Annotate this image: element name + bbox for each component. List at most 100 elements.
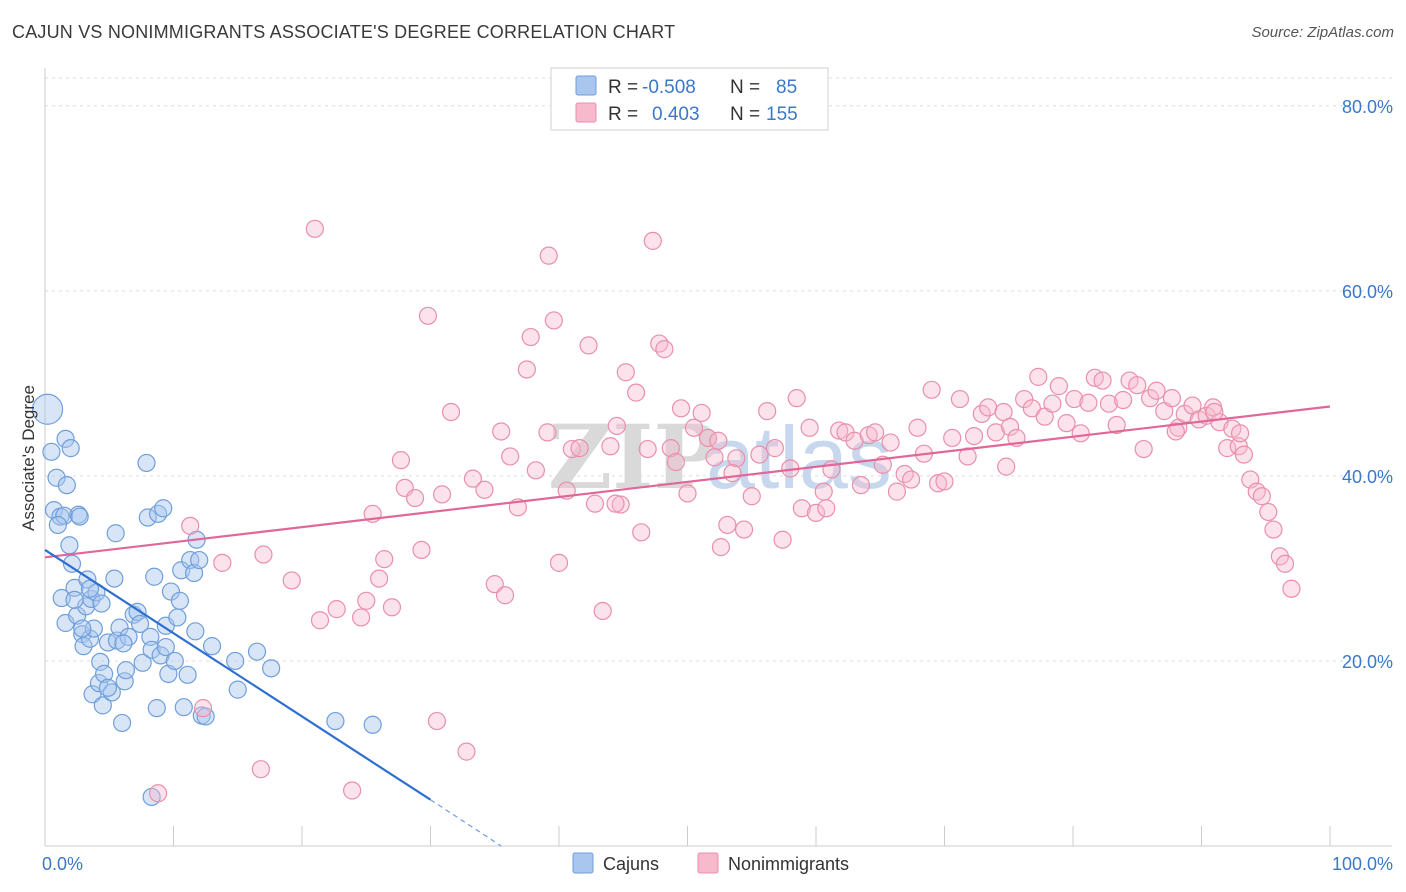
- nonimmigrants-point: [830, 421, 849, 440]
- nonimmigrants-point: [254, 545, 273, 564]
- legend-n-label-nonimmigrants: N =: [730, 104, 760, 125]
- cajuns-point: [165, 651, 184, 671]
- nonimmigrants-point: [352, 608, 371, 627]
- nonimmigrants-point: [758, 402, 777, 421]
- cajuns-point: [62, 554, 82, 573]
- nonimmigrants-point: [705, 448, 724, 467]
- cajuns-point: [70, 507, 89, 526]
- nonimmigrants-point: [1099, 394, 1119, 413]
- y-tick-label-80: 80.0%: [1342, 97, 1393, 117]
- nonimmigrants-point: [357, 591, 376, 610]
- cajuns-point: [228, 680, 247, 699]
- nonimmigrants-point: [495, 586, 515, 605]
- x-tick-labels: 0.0% 100.0%: [42, 854, 1393, 874]
- legend: R = -0.508 N = 85 R = 0.403 N = 155: [550, 67, 829, 131]
- nonimmigrants-point: [711, 538, 731, 557]
- watermark: ZIP atlas: [548, 405, 892, 509]
- chart-title: CAJUN VS NONIMMIGRANTS ASSOCIATE'S DEGRE…: [12, 22, 676, 42]
- watermark-atlas: atlas: [706, 408, 892, 507]
- nonimmigrants-point: [607, 416, 626, 436]
- cajuns-point: [156, 637, 175, 657]
- nonimmigrants-point: [1205, 402, 1224, 422]
- nonimmigrants-point: [750, 445, 769, 464]
- y-tick-label-60: 60.0%: [1342, 282, 1393, 302]
- cajuns-point: [65, 590, 84, 609]
- cajuns-point: [95, 664, 114, 683]
- nonimmigrants-point: [1079, 393, 1098, 412]
- legend-n-value-nonimmigrants: 155: [766, 104, 798, 125]
- nonimmigrants-point: [1065, 389, 1084, 409]
- nonimmigrants-point: [463, 469, 483, 488]
- cajuns-trendline: [44, 548, 432, 801]
- nonimmigrants-point: [765, 439, 784, 458]
- nonimmigrants-point: [1282, 579, 1301, 598]
- bottom-legend-label-cajuns: Cajuns: [603, 854, 659, 874]
- nonimmigrants-point: [418, 306, 438, 325]
- nonimmigrants-point: [928, 474, 948, 493]
- nonimmigrants-point: [1000, 417, 1020, 436]
- cajuns-point: [112, 713, 132, 733]
- nonimmigrants-point: [1259, 502, 1278, 522]
- cajuns-point: [174, 698, 193, 717]
- cajuns-point: [190, 550, 209, 570]
- nonimmigrants-point: [655, 340, 674, 359]
- nonimmigrants-point: [922, 380, 941, 399]
- nonimmigrants-point: [817, 499, 836, 518]
- legend-box: [550, 67, 829, 131]
- nonimmigrants-point: [997, 457, 1016, 476]
- nonimmigrants-point: [1071, 424, 1090, 443]
- nonimmigrants-point: [678, 484, 697, 503]
- nonimmigrants-point: [1107, 415, 1126, 435]
- nonimmigrants-point: [432, 485, 452, 504]
- cajuns-point: [130, 614, 150, 634]
- cajuns-point: [137, 453, 156, 473]
- nonimmigrants-point: [638, 439, 657, 459]
- nonimmigrants-point: [684, 418, 704, 437]
- nonimmigrants-point: [492, 422, 511, 441]
- nonimmigrants-point: [1029, 367, 1048, 386]
- nonimmigrants-point: [475, 480, 494, 499]
- cajuns-point: [114, 634, 133, 653]
- nonimmigrants-point: [343, 781, 362, 800]
- bottom-legend-swatch-cajuns: [572, 852, 594, 874]
- cajuns-point: [145, 567, 164, 586]
- nonimmigrants-point: [935, 472, 954, 491]
- nonimmigrants-point: [666, 452, 686, 472]
- nonimmigrants-point: [305, 219, 324, 238]
- nonimmigrants-trendline: [44, 405, 1331, 559]
- nonimmigrants-point: [1162, 389, 1182, 408]
- cajuns-point: [154, 499, 173, 518]
- nonimmigrants-point: [901, 470, 921, 489]
- nonimmigrants-point: [964, 426, 984, 446]
- nonimmigrants-point: [881, 433, 900, 452]
- cajuns-point: [92, 594, 111, 613]
- legend-swatch-cajuns: [575, 75, 597, 96]
- nonimmigrants-point: [972, 404, 991, 423]
- nonimmigrants-point: [1252, 487, 1271, 506]
- nonimmigrants-point: [698, 428, 718, 448]
- cajuns-point: [105, 569, 124, 588]
- nonimmigrants-point: [1230, 424, 1250, 443]
- chart-source: Source: ZipAtlas.com: [1251, 24, 1394, 41]
- nonimmigrants-point: [391, 451, 411, 470]
- y-tick-label-40: 40.0%: [1342, 467, 1393, 487]
- nonimmigrants-point: [1114, 390, 1133, 410]
- cajuns-point: [56, 429, 75, 448]
- cajuns-point: [141, 627, 160, 646]
- nonimmigrants-point: [579, 336, 598, 355]
- cajuns-point: [178, 665, 197, 684]
- nonimmigrants-point: [1022, 399, 1041, 418]
- cajuns-point: [147, 699, 166, 718]
- nonimmigrants-point: [251, 760, 270, 779]
- nonimmigrants-point: [806, 503, 826, 522]
- nonimmigrants-point: [441, 402, 461, 422]
- cajuns-point: [55, 506, 74, 525]
- legend-r-value-nonimmigrants: 0.403: [652, 104, 700, 125]
- cajuns-point: [226, 651, 245, 671]
- cajuns-point: [44, 501, 64, 520]
- nonimmigrants-point: [1134, 439, 1153, 459]
- nonimmigrants-point: [943, 428, 962, 448]
- cajuns-point: [170, 591, 190, 610]
- nonimmigrants-point: [626, 383, 646, 402]
